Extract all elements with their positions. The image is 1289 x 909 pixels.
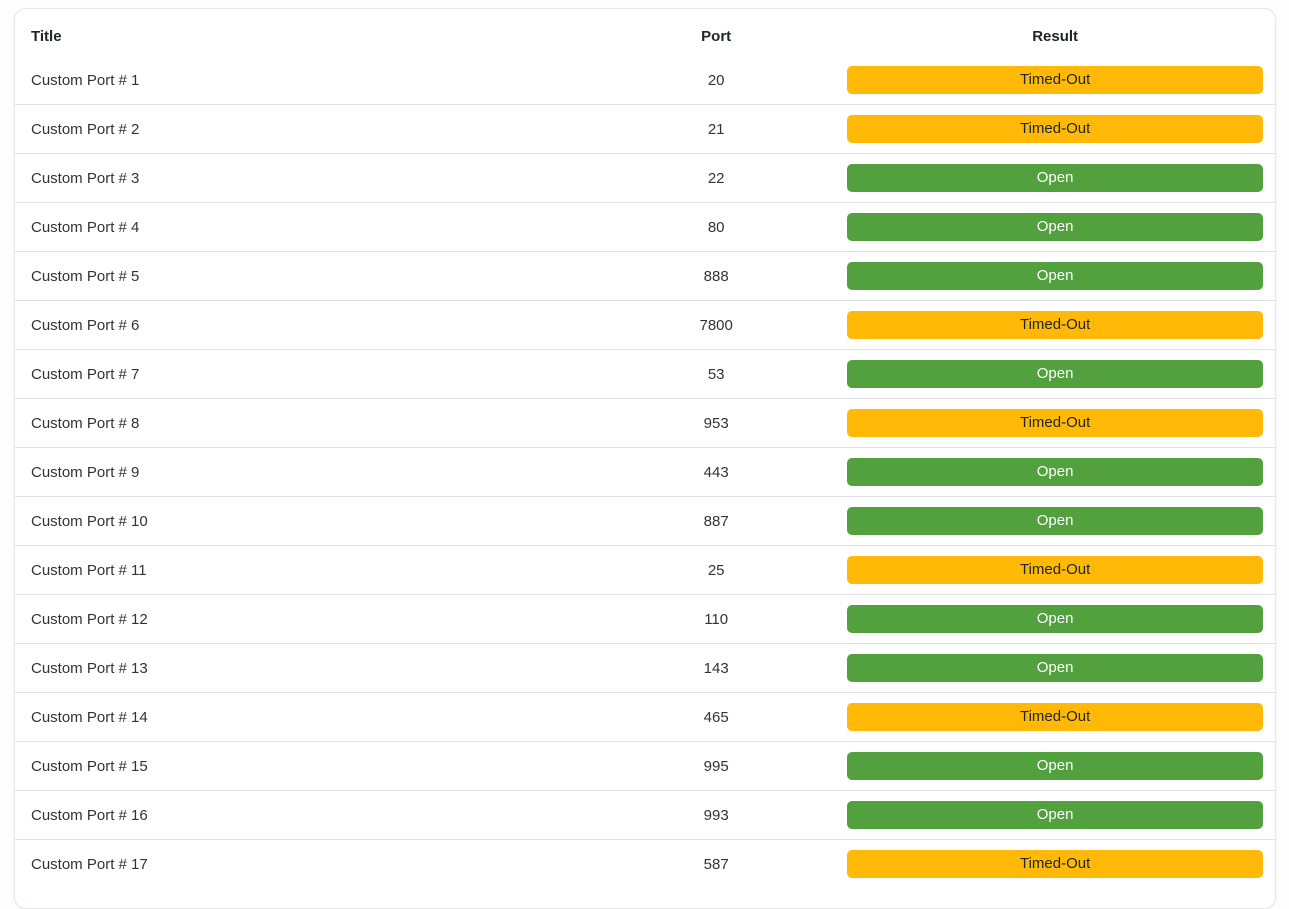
cell-port: 7800 [597,300,836,350]
table-row: Custom Port # 11 25 Timed-Out [15,545,1275,595]
table-row: Custom Port # 10 887 Open [15,496,1275,546]
cell-result: Open [835,447,1275,497]
cell-port: 53 [597,349,836,399]
cell-port: 143 [597,643,836,693]
result-badge: Open [847,507,1263,535]
cell-title: Custom Port # 17 [15,839,598,888]
result-badge: Timed-Out [847,556,1263,584]
table-row: Custom Port # 1 20 Timed-Out [15,56,1275,105]
cell-result: Open [835,790,1275,840]
cell-port: 80 [597,202,836,252]
cell-port: 888 [597,251,836,301]
cell-port: 465 [597,692,836,742]
result-badge: Open [847,801,1263,829]
cell-port: 993 [597,790,836,840]
table-row: Custom Port # 3 22 Open [15,153,1275,203]
cell-port: 887 [597,496,836,546]
result-badge: Timed-Out [847,409,1263,437]
result-badge: Timed-Out [847,115,1263,143]
cell-result: Open [835,153,1275,203]
table-row: Custom Port # 17 587 Timed-Out [15,839,1275,888]
cell-result: Open [835,349,1275,399]
cell-title: Custom Port # 4 [15,202,598,252]
cell-title: Custom Port # 12 [15,594,598,644]
cell-result: Open [835,251,1275,301]
cell-result: Open [835,741,1275,791]
table-row: Custom Port # 8 953 Timed-Out [15,398,1275,448]
cell-port: 443 [597,447,836,497]
result-badge: Timed-Out [847,850,1263,878]
cell-port: 995 [597,741,836,791]
table-header: Title Port Result [15,9,1275,56]
cell-port: 22 [597,153,836,203]
result-badge: Timed-Out [847,66,1263,94]
column-header-port: Port [701,28,732,45]
cell-title: Custom Port # 14 [15,692,598,742]
cell-port: 110 [597,594,836,644]
cell-result: Open [835,643,1275,693]
result-badge: Timed-Out [847,311,1263,339]
result-badge: Open [847,654,1263,682]
table-row: Custom Port # 2 21 Timed-Out [15,104,1275,154]
result-badge: Open [847,213,1263,241]
table-row: Custom Port # 15 995 Open [15,741,1275,791]
port-results-table: Title Port Result Custom Port # 1 20 Tim… [15,9,1275,888]
table-row: Custom Port # 16 993 Open [15,790,1275,840]
column-header-result: Result [1032,28,1079,45]
table-row: Custom Port # 5 888 Open [15,251,1275,301]
cell-port: 953 [597,398,836,448]
cell-port: 587 [597,839,836,888]
result-badge: Timed-Out [847,703,1263,731]
cell-title: Custom Port # 13 [15,643,598,693]
column-header-title: Title [31,28,62,45]
table-row: Custom Port # 14 465 Timed-Out [15,692,1275,742]
result-badge: Open [847,262,1263,290]
result-badge: Open [847,752,1263,780]
cell-title: Custom Port # 15 [15,741,598,791]
cell-title: Custom Port # 5 [15,251,598,301]
cell-result: Timed-Out [835,300,1275,350]
cell-title: Custom Port # 7 [15,349,598,399]
cell-title: Custom Port # 10 [15,496,598,546]
cell-result: Open [835,594,1275,644]
cell-result: Timed-Out [835,839,1275,888]
table-row: Custom Port # 4 80 Open [15,202,1275,252]
cell-title: Custom Port # 6 [15,300,598,350]
cell-result: Timed-Out [835,104,1275,154]
cell-result: Timed-Out [835,398,1275,448]
result-badge: Open [847,360,1263,388]
cell-result: Open [835,202,1275,252]
cell-title: Custom Port # 1 [31,71,140,89]
table-row: Custom Port # 13 143 Open [15,643,1275,693]
table-row: Custom Port # 9 443 Open [15,447,1275,497]
table-row: Custom Port # 6 7800 Timed-Out [15,300,1275,350]
cell-result: Timed-Out [835,56,1275,105]
cell-title: Custom Port # 16 [15,790,598,840]
result-badge: Open [847,164,1263,192]
cell-title: Custom Port # 3 [15,153,598,203]
table-row: Custom Port # 12 110 Open [15,594,1275,644]
cell-result: Timed-Out [835,692,1275,742]
result-badge: Open [847,458,1263,486]
result-badge: Open [847,605,1263,633]
table-body: Custom Port # 1 20 Timed-Out Custom Port… [15,56,1275,888]
cell-title: Custom Port # 11 [15,545,598,595]
cell-port: 21 [597,104,836,154]
cell-title: Custom Port # 8 [15,398,598,448]
header-row: Title Port Result [15,9,1275,56]
table-row: Custom Port # 7 53 Open [15,349,1275,399]
cell-port: 25 [597,545,836,595]
cell-title: Custom Port # 2 [15,104,598,154]
results-card: Title Port Result Custom Port # 1 20 Tim… [14,8,1276,909]
cell-result: Timed-Out [835,545,1275,595]
cell-result: Open [835,496,1275,546]
cell-port: 20 [707,71,725,89]
cell-title: Custom Port # 9 [15,447,598,497]
